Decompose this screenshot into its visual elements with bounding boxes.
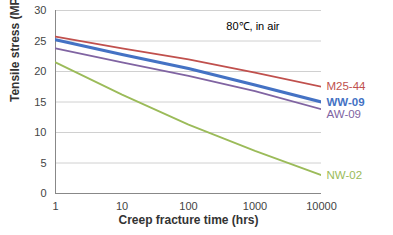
svg-text:100: 100: [179, 200, 197, 212]
svg-text:Creep fracture time (hrs): Creep fracture time (hrs): [118, 213, 258, 227]
svg-text:0: 0: [40, 187, 46, 199]
svg-text:5: 5: [40, 157, 46, 169]
svg-text:AW-09: AW-09: [327, 108, 362, 120]
svg-text:10000: 10000: [306, 200, 337, 212]
svg-text:15: 15: [34, 96, 46, 108]
svg-text:WW-09: WW-09: [327, 96, 365, 108]
svg-text:10: 10: [116, 200, 128, 212]
svg-text:20: 20: [34, 65, 46, 77]
svg-text:Tensile stress (MPa): Tensile stress (MPa): [8, 0, 22, 102]
svg-text:NW-02: NW-02: [327, 169, 363, 181]
svg-text:M25-44: M25-44: [327, 80, 367, 92]
svg-text:80℃, in air: 80℃, in air: [226, 20, 280, 32]
svg-text:1: 1: [52, 200, 58, 212]
svg-text:25: 25: [34, 35, 46, 47]
svg-text:10: 10: [34, 126, 46, 138]
svg-text:1000: 1000: [243, 200, 267, 212]
svg-text:30: 30: [34, 4, 46, 16]
